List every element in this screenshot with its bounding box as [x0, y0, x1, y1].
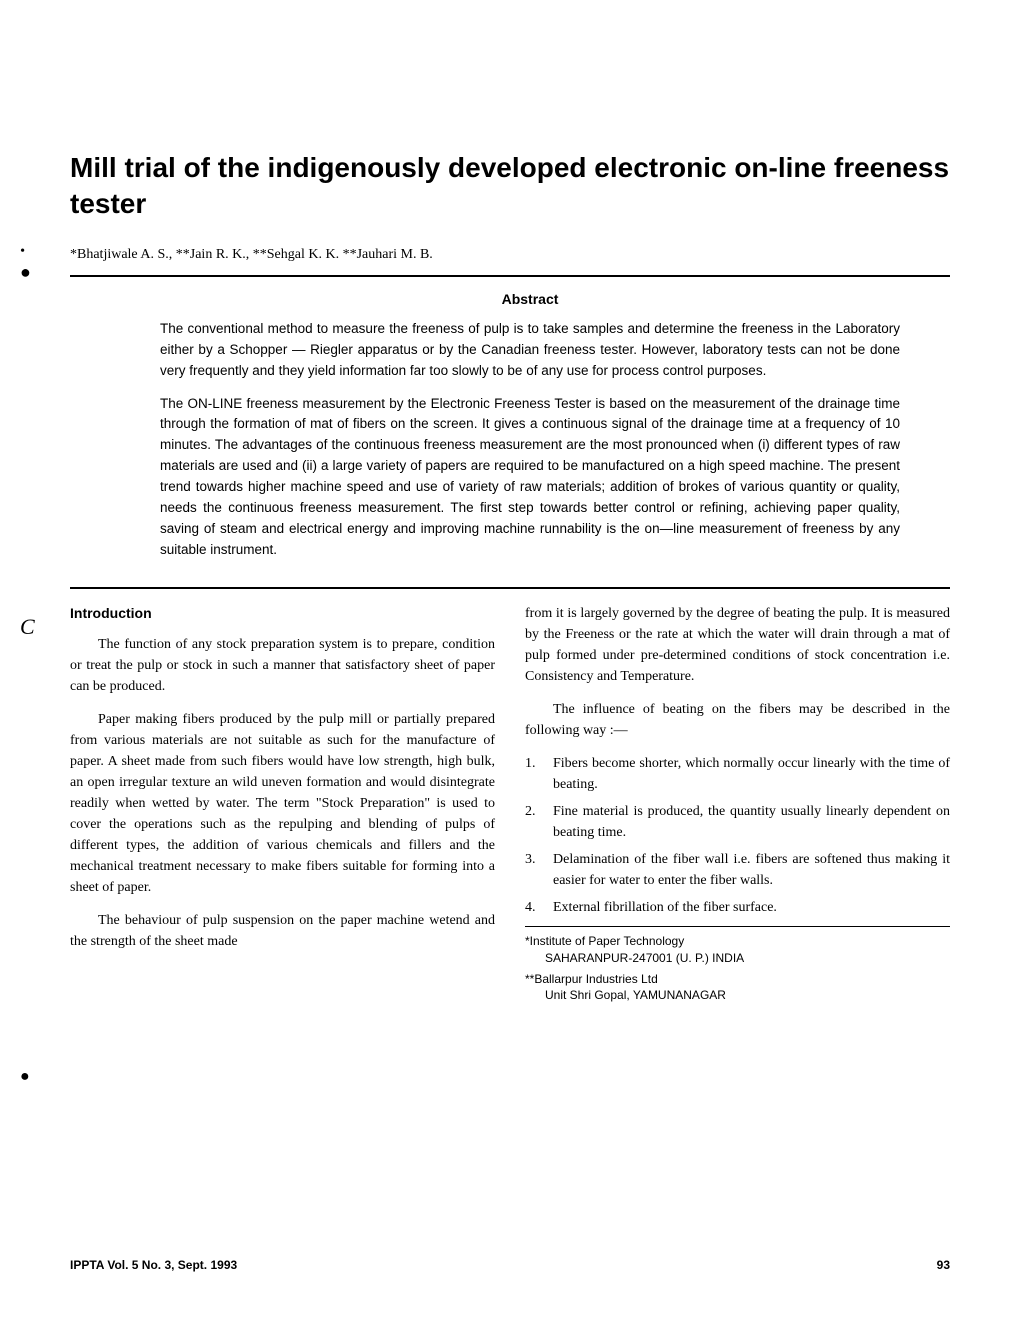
introduction-heading: Introduction	[70, 603, 495, 624]
top-rule	[70, 275, 950, 277]
body-paragraph: The behaviour of pulp suspension on the …	[70, 910, 495, 952]
body-paragraph: Paper making fibers produced by the pulp…	[70, 709, 495, 898]
body-paragraph: from it is largely governed by the degre…	[525, 603, 950, 687]
two-column-body: Introduction The function of any stock p…	[70, 603, 950, 1004]
list-item: Fine material is produced, the quantity …	[525, 801, 950, 843]
effects-list: Fibers become shorter, which normally oc…	[525, 753, 950, 918]
page-footer: IPPTA Vol. 5 No. 3, Sept. 1993 93	[70, 1258, 950, 1272]
abstract-section: Abstract The conventional method to meas…	[70, 281, 950, 583]
body-paragraph: The function of any stock preparation sy…	[70, 634, 495, 697]
page-number: 93	[937, 1258, 950, 1272]
abstract-paragraph: The ON-LINE freeness measurement by the …	[160, 394, 900, 561]
margin-mark: C	[20, 614, 35, 640]
affiliation-line: Unit Shri Gopal, YAMUNANAGAR	[525, 987, 950, 1004]
margin-mark: ●	[20, 262, 31, 283]
paper-title: Mill trial of the indigenously developed…	[70, 150, 950, 223]
affiliation-line: *Institute of Paper Technology	[525, 933, 950, 950]
affiliations-rule	[525, 926, 950, 927]
affiliation-line: **Ballarpur Industries Ltd	[525, 971, 950, 988]
journal-citation: IPPTA Vol. 5 No. 3, Sept. 1993	[70, 1258, 237, 1272]
list-item: Delamination of the fiber wall i.e. fibe…	[525, 849, 950, 891]
abstract-paragraph: The conventional method to measure the f…	[160, 319, 900, 382]
list-item: External fibrillation of the fiber surfa…	[525, 897, 950, 918]
affiliation-line: SAHARANPUR-247001 (U. P.) INDIA	[525, 950, 950, 967]
abstract-heading: Abstract	[160, 291, 900, 307]
body-paragraph: The influence of beating on the fibers m…	[525, 699, 950, 741]
authors-line: *Bhatjiwale A. S., **Jain R. K., **Sehga…	[70, 247, 950, 263]
left-column: Introduction The function of any stock p…	[70, 603, 495, 1004]
list-item: Fibers become shorter, which normally oc…	[525, 753, 950, 795]
right-column: from it is largely governed by the degre…	[525, 603, 950, 1004]
margin-mark: ●	[20, 1068, 30, 1086]
margin-mark: •	[20, 244, 25, 260]
bottom-rule	[70, 587, 950, 589]
